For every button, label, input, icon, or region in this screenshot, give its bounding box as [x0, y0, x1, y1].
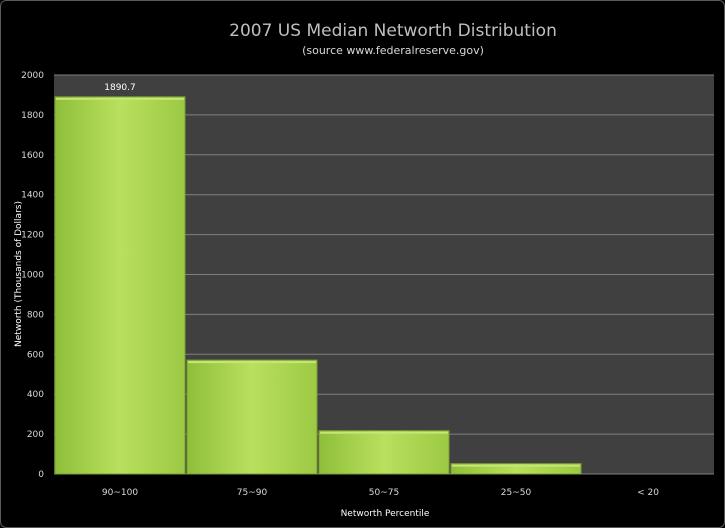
- bar-highlight: [320, 431, 448, 434]
- chart-subtitle: (source www.federalreserve.gov): [302, 44, 484, 57]
- y-tick-label: 1800: [21, 111, 44, 121]
- y-tick-label: 1200: [21, 231, 44, 241]
- x-axis-label: Networth Percentile: [341, 509, 430, 519]
- bar: [186, 359, 318, 475]
- y-axis-label: Networth (Thousands of Dollars): [14, 201, 24, 347]
- bar: [450, 463, 582, 475]
- x-tick-label: 90~100: [102, 488, 138, 498]
- bar-highlight: [56, 97, 184, 100]
- bar: [54, 96, 186, 475]
- x-tick-label: < 20: [637, 488, 659, 498]
- data-labels: 1890.7: [104, 83, 136, 93]
- y-tick-label: 0: [38, 470, 44, 480]
- chart-title: 2007 US Median Networth Distribution: [229, 21, 557, 41]
- bars: [54, 96, 582, 475]
- bar-highlight: [188, 361, 316, 364]
- y-axis-ticks: 0 200 400 600 800 1000 1200 1400 1600 1800 2000: [21, 71, 44, 480]
- x-tick-label: 25~50: [501, 488, 532, 498]
- y-tick-label: 2000: [21, 71, 44, 81]
- bar-highlight: [452, 464, 580, 467]
- x-tick-label: 50~75: [369, 488, 399, 498]
- data-label: 1890.7: [104, 83, 136, 93]
- bar: [318, 430, 450, 475]
- y-tick-label: 600: [27, 350, 44, 360]
- x-axis-ticks: 90~100 75~90 50~75 25~50 < 20: [102, 488, 659, 498]
- y-tick-label: 1000: [21, 271, 44, 281]
- y-tick-label: 200: [27, 430, 44, 440]
- y-tick-label: 1600: [21, 151, 44, 161]
- x-tick-label: 75~90: [237, 488, 268, 498]
- y-tick-label: 1400: [21, 191, 44, 201]
- y-tick-label: 400: [27, 390, 44, 400]
- y-tick-label: 800: [27, 310, 44, 320]
